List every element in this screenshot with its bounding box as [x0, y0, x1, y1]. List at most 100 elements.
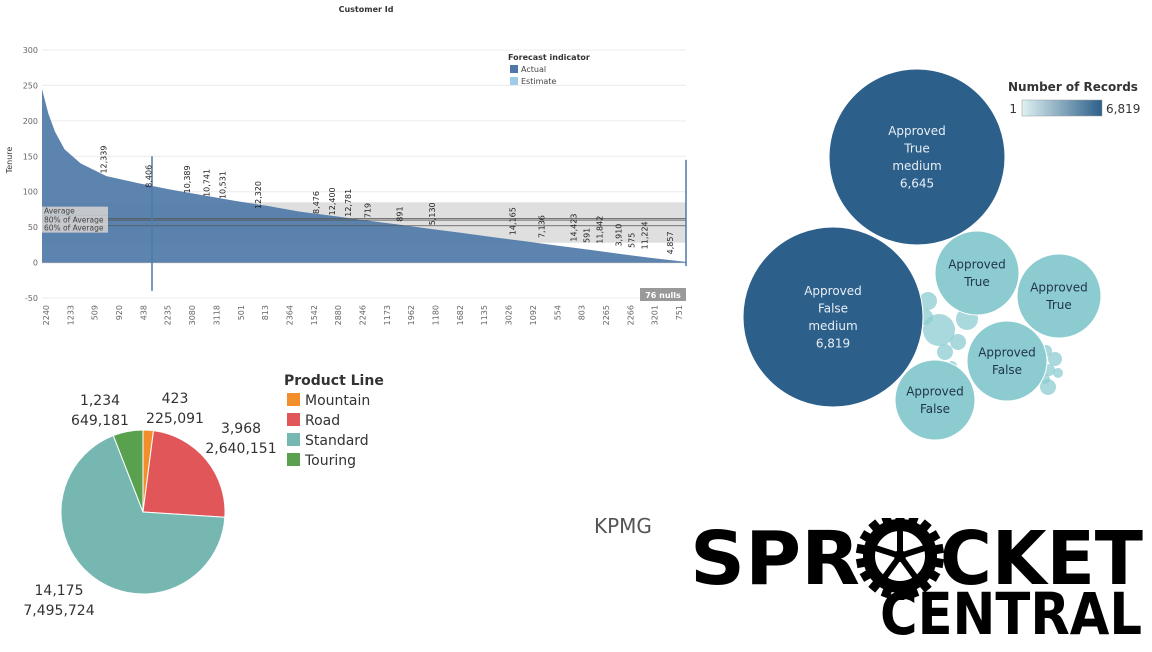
pie-count-label: 14,175: [35, 583, 84, 599]
data-label: 719: [363, 203, 372, 218]
gear-tooth: [932, 557, 945, 569]
x-tick-label: 2246: [359, 305, 368, 325]
y-tick-label: 250: [23, 81, 38, 90]
chart-title: Customer Id: [339, 5, 394, 14]
small-bubble: [950, 334, 966, 350]
x-tick-label: 1180: [432, 305, 441, 325]
x-tick-label: 2265: [602, 305, 611, 325]
data-label: 10,389: [183, 165, 192, 193]
pie-legend-item: Touring: [304, 453, 356, 469]
data-label: 591: [582, 228, 591, 243]
data-label: 12,781: [344, 189, 353, 217]
bubble-label: True: [963, 275, 990, 289]
pie-legend-item: Road: [305, 413, 340, 429]
gear-tooth: [932, 543, 945, 555]
y-tick-label: 100: [23, 188, 38, 197]
bubble-label: 6,819: [816, 336, 850, 350]
bubble-label: False: [818, 301, 848, 315]
small-bubble: [1048, 352, 1062, 366]
legend-item: Estimate: [521, 77, 556, 86]
y-tick-label: 50: [28, 223, 38, 232]
gear-tooth: [927, 530, 941, 543]
y-tick-label: -50: [25, 294, 38, 303]
x-tick-label: 813: [261, 305, 270, 320]
x-tick-label: 1682: [456, 305, 465, 325]
gear-tooth: [907, 586, 920, 599]
legend-swatch: [510, 77, 518, 85]
x-tick-label: 1542: [310, 305, 319, 325]
pie-slice-road: [142, 430, 226, 518]
pie-legend-swatch: [287, 433, 300, 446]
nulls-badge: [640, 288, 686, 301]
pie-chart-svg: 423 225,091 3,968 2,640,151 14,175 7,495,724 1…: [23, 373, 383, 619]
y-tick-label: 200: [23, 117, 38, 126]
x-tick-label: 2880: [334, 305, 343, 325]
y-tick-label: 300: [23, 46, 38, 55]
approval-bubble-chart: Number of Records 1 6,819 Approved True mediu…: [730, 60, 1150, 460]
x-tick-label: 554: [553, 305, 562, 320]
x-tick-label: 1962: [407, 305, 416, 325]
gear-tooth: [918, 519, 932, 533]
bubble-label: False: [992, 363, 1022, 377]
data-label: 11,842: [595, 216, 604, 244]
x-tick-label: 1092: [529, 305, 538, 325]
pie-slice-standard: [60, 434, 226, 595]
bubble-label: medium: [892, 159, 941, 173]
x-tick-label: 501: [237, 305, 246, 320]
legend-min: 1: [1009, 102, 1017, 116]
ref-label-average: Average: [44, 207, 75, 216]
gear-tooth: [895, 590, 905, 600]
data-label: 12,400: [328, 187, 337, 215]
gear-tooth: [880, 518, 893, 526]
pie-count-label: 3,968: [221, 421, 261, 437]
ref-label-60pct: 60% of Average: [44, 224, 104, 233]
x-tick-label: 3201: [651, 305, 660, 325]
ref-label-bg: [42, 223, 108, 233]
bubble-chart-svg: Number of Records 1 6,819 Approved True mediu…: [742, 68, 1140, 441]
legend-max: 6,819: [1106, 102, 1140, 116]
ref-label-bg: [42, 206, 108, 216]
gear-tooth: [859, 569, 873, 582]
x-tick-label: 751: [675, 305, 684, 320]
pie-value-label: 225,091: [146, 411, 204, 427]
bubble-label: 6,645: [900, 176, 934, 190]
pie-legend-item: Standard: [305, 433, 369, 449]
x-tick-label: 2235: [164, 305, 173, 325]
pie-count-label: 423: [162, 391, 189, 407]
y-tick-label: 150: [23, 152, 38, 161]
logo-text-cket: CKET: [940, 518, 1143, 602]
gear-tooth: [880, 586, 893, 599]
sprocket-central-logo: SPR CKET CENTRAL: [690, 518, 1143, 640]
x-tick-label: 509: [91, 305, 100, 320]
data-label: 7,136: [537, 215, 546, 238]
bubble-label: Approved: [1030, 280, 1088, 294]
gear-spoke: [899, 557, 918, 579]
gear-tooth: [868, 519, 882, 533]
small-bubble: [1053, 368, 1063, 378]
gear-tooth: [918, 579, 932, 593]
gear-spoke: [874, 545, 898, 558]
sprocket-gear-icon: [855, 518, 945, 600]
nulls-badge-text: 76 nulls: [645, 291, 681, 300]
pie-value-label: 649,181: [71, 413, 129, 429]
gear-tooth: [855, 557, 868, 569]
data-label: 14,423: [570, 214, 579, 242]
pie-value-label: 2,640,151: [205, 441, 276, 457]
pie-legend-swatch: [287, 413, 300, 426]
y-tick-label: 0: [33, 259, 38, 268]
logo-text-central: CENTRAL: [880, 580, 1142, 640]
data-label: 8,406: [144, 165, 153, 188]
gear-tooth: [895, 518, 905, 522]
ref-label-bg: [42, 215, 108, 225]
bubble: [894, 359, 976, 441]
tenure-chart-svg: Customer Id Tenure -50 0 50 100 150 200 250 300 Av…: [5, 5, 687, 325]
gear-tooth: [859, 530, 873, 543]
tenure-area-series: [42, 89, 686, 263]
bubble-label: Approved: [804, 284, 862, 298]
bubble-label: True: [1045, 298, 1072, 312]
data-label: 575: [627, 233, 636, 248]
data-label: 10,531: [219, 171, 228, 199]
x-tick-label: 920: [115, 305, 124, 320]
bubble-label: Approved: [948, 257, 1006, 271]
x-tick-label: 3080: [188, 305, 197, 325]
